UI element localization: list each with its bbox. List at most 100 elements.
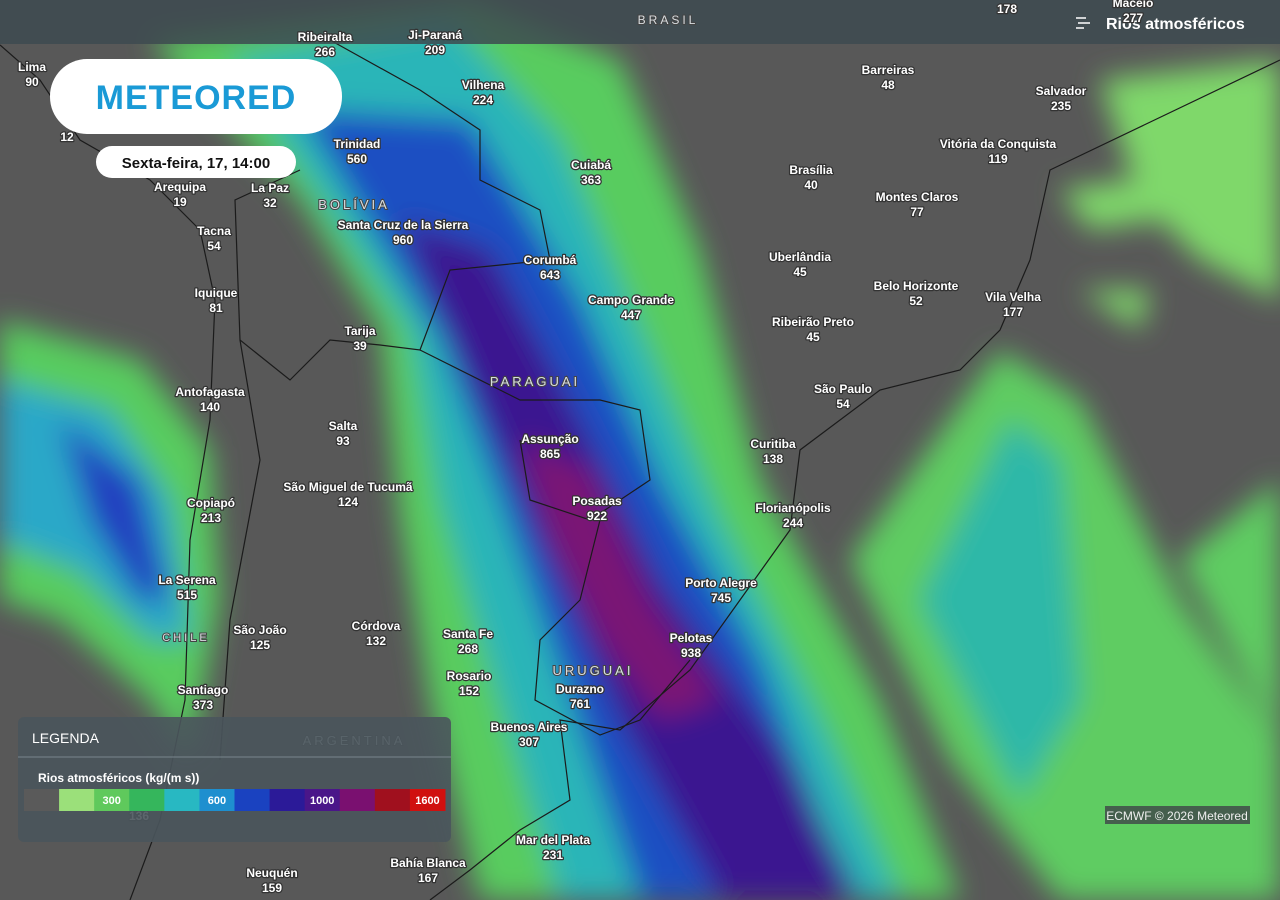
city-value: 19: [173, 195, 187, 209]
city-value: 761: [570, 697, 590, 711]
city-value: 235: [1051, 99, 1071, 113]
city-value: 960: [393, 233, 413, 247]
city-value: 266: [315, 45, 335, 59]
top-bar: [0, 0, 1280, 44]
legend-swatch: [164, 789, 200, 811]
city-name: Posadas: [572, 494, 622, 508]
country-label: URUGUAI: [553, 663, 634, 678]
legend-subtitle: Rios atmosféricos (kg/(m s)): [38, 771, 199, 785]
city-value: 32: [263, 196, 277, 210]
city-value: 40: [804, 178, 818, 192]
city-name: Barreiras: [862, 63, 915, 77]
city-value: 307: [519, 735, 539, 749]
city-name: Maceió: [1113, 0, 1154, 10]
city-name: Tacna: [197, 224, 231, 238]
legend-scale-label: 1600: [415, 795, 439, 807]
city-value: 52: [909, 294, 923, 308]
city-name: Uberlândia: [769, 250, 831, 264]
city-name: Buenos Aires: [491, 720, 568, 734]
legend-swatch: [339, 789, 376, 811]
city-value: 167: [418, 871, 438, 885]
date-box: [96, 146, 296, 178]
city-value: 140: [200, 400, 220, 414]
city-value: 138: [763, 452, 783, 466]
city-value: 560: [347, 152, 367, 166]
city-name: La Paz: [251, 181, 289, 195]
city-value: 39: [353, 339, 367, 353]
country-label: BRASIL: [638, 13, 699, 27]
legend-scale-label: 600: [208, 795, 226, 807]
city-value: 152: [459, 684, 479, 698]
logo-box: [50, 59, 342, 134]
country-label: BOLÍVIA: [318, 197, 390, 212]
city-name: Florianópolis: [755, 501, 831, 515]
legend-swatch: [234, 789, 271, 811]
product-title[interactable]: Rios atmosféricos: [1106, 16, 1245, 33]
city-name: Bahía Blanca: [390, 856, 466, 870]
city-value: 125: [250, 638, 270, 652]
city-value: 77: [910, 205, 924, 219]
city-value: 178: [997, 2, 1017, 16]
city-value: 865: [540, 447, 560, 461]
country-label: PARAGUAI: [490, 374, 580, 389]
city-name: Porto Alegre: [685, 576, 757, 590]
city-name: Belo Horizonte: [874, 279, 959, 293]
city-value: 81: [209, 301, 223, 315]
city-name: Pelotas: [670, 631, 713, 645]
city-value: 45: [806, 330, 820, 344]
city-value: 54: [836, 397, 850, 411]
city-value: 119: [988, 152, 1008, 166]
layer-icon: [1076, 17, 1090, 29]
city-name: São João: [233, 623, 286, 637]
city-name: Copiapó: [187, 496, 235, 510]
city-value: 922: [587, 509, 607, 523]
city-name: Santa Fe: [443, 627, 493, 641]
city-name: Santiago: [178, 683, 229, 697]
city-value: 209: [425, 43, 445, 57]
city-name: Antofagasta: [175, 385, 245, 399]
city-value: 447: [621, 308, 641, 322]
city-value: 643: [540, 268, 560, 282]
city-value: 745: [711, 591, 731, 605]
city-value: 177: [1003, 305, 1023, 319]
legend-swatch: [374, 789, 411, 811]
city-name: Durazno: [556, 682, 604, 696]
city-value: 93: [336, 434, 350, 448]
city-name: La Serena: [158, 573, 216, 587]
logo: METEORED: [96, 79, 297, 117]
city-name: Tarija: [344, 324, 375, 338]
city-name: Vilhena: [462, 78, 505, 92]
city-value: 213: [201, 511, 221, 525]
city-name: Corumbá: [524, 253, 577, 267]
city-value: 363: [581, 173, 601, 187]
city-name: Vitória da Conquista: [940, 137, 1057, 151]
legend-swatch: [199, 789, 235, 811]
city-name: Campo Grande: [588, 293, 674, 307]
date: Sexta-feira, 17, 14:00: [122, 155, 270, 172]
legend-scale-label: 1000: [310, 795, 334, 807]
city-name: Córdova: [352, 619, 401, 633]
legend-swatch: [129, 789, 165, 811]
city-name: Ribeirão Preto: [772, 315, 854, 329]
city-name: Rosario: [447, 669, 492, 683]
city-name: Salvador: [1036, 84, 1087, 98]
legend-scale-label: 300: [103, 795, 121, 807]
legend-swatch: [59, 789, 95, 811]
city-value: 90: [25, 75, 39, 89]
legend-title: LEGENDA: [32, 730, 100, 746]
legend: LEGENDA Rios atmosféricos (kg/(m s)) 300…: [18, 717, 451, 842]
city-name: Ribeiralta: [298, 30, 353, 44]
legend-swatch: [409, 789, 446, 811]
city-value: 277: [1123, 11, 1143, 25]
city-value: 224: [473, 93, 493, 107]
attribution-box: [1105, 806, 1250, 824]
city-name: Curitiba: [750, 437, 796, 451]
city-value: 231: [543, 848, 563, 862]
country-label: CHILE: [162, 632, 209, 644]
city-value: 45: [793, 265, 807, 279]
city-name: Santa Cruz de la Sierra: [338, 218, 469, 232]
